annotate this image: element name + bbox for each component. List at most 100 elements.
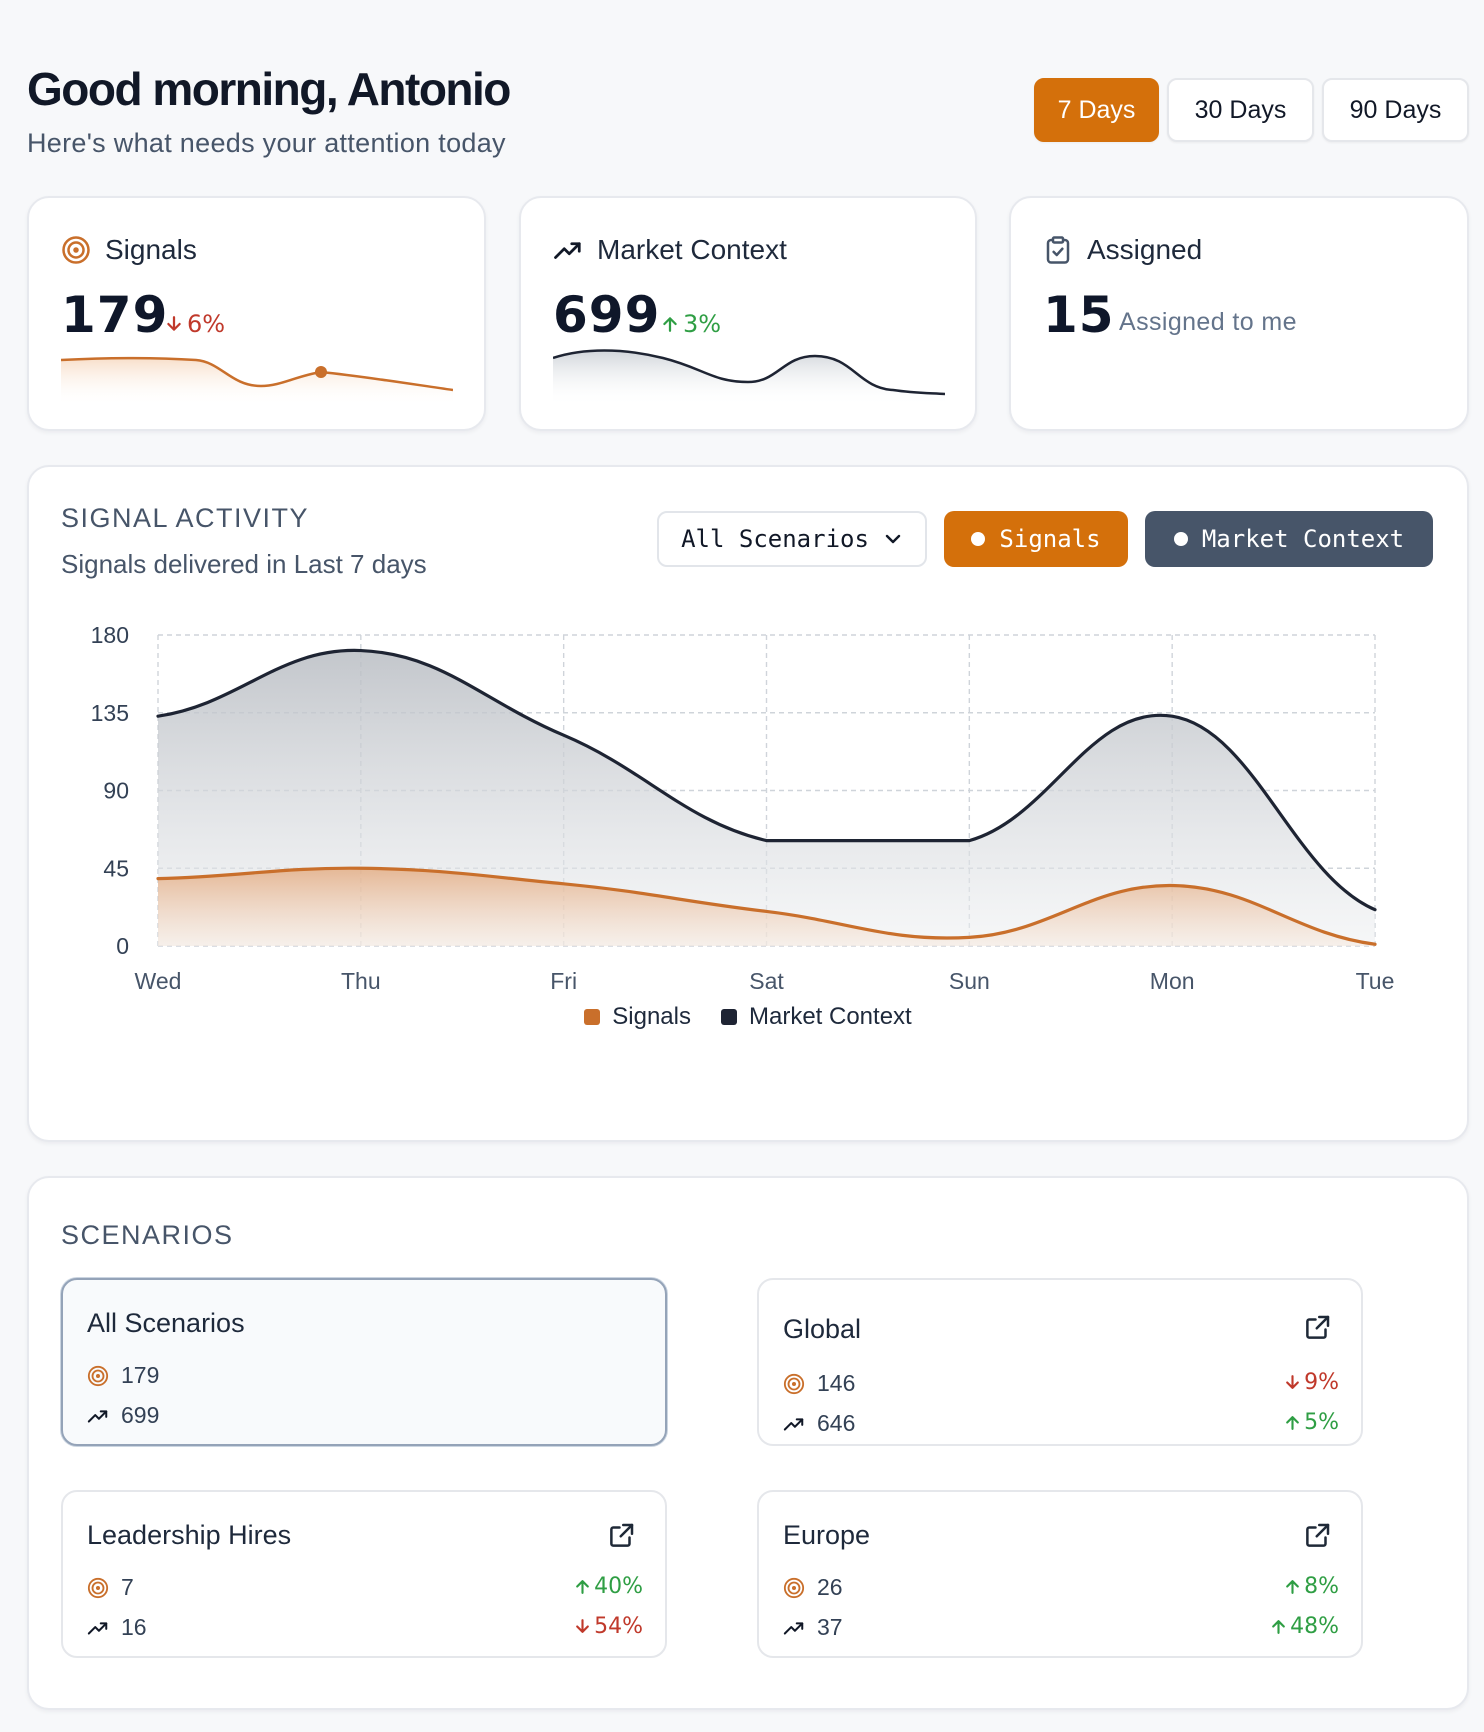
scenario-signals-row: 179 <box>87 1362 159 1389</box>
scenarios-title: SCENARIOS <box>61 1220 234 1250</box>
arrow-up-icon <box>1284 1414 1301 1431</box>
scenario-signals-count: 7 <box>121 1574 134 1600</box>
trend-up-icon <box>87 1617 109 1639</box>
trend-up-icon <box>783 1413 805 1435</box>
trend-up-icon <box>553 235 583 265</box>
scenario-market-row: 646 <box>783 1410 855 1437</box>
scenarios-card: SCENARIOS All Scenarios 179 699 Global 1… <box>27 1176 1469 1710</box>
scenario-signals-count: 146 <box>817 1370 856 1396</box>
market-sparkline <box>553 349 945 406</box>
market-stat-delta-value: 3% <box>683 310 722 338</box>
y-tick-label: 45 <box>103 855 129 881</box>
assigned-stat-value: 15 <box>1043 286 1115 344</box>
scenario-signals-delta-value: 40% <box>594 1574 643 1599</box>
scenario-signals-delta: 9% <box>1284 1370 1339 1395</box>
signals-stat-delta: 6% <box>165 310 225 338</box>
arrow-up-icon <box>1270 1618 1287 1635</box>
x-tick-label: Tue <box>1356 968 1395 994</box>
trend-up-icon <box>783 1617 805 1639</box>
arrow-down-icon <box>574 1618 591 1635</box>
signals-stat-card[interactable]: Signals 179 6% <box>27 196 486 431</box>
scenario-name: Europe <box>783 1520 871 1550</box>
target-icon <box>783 1373 805 1395</box>
scenario-market-row: 37 <box>783 1614 843 1641</box>
external-link-icon[interactable] <box>1303 1520 1333 1550</box>
scenario-card-all[interactable]: All Scenarios 179 699 <box>61 1278 667 1446</box>
signals-stat-delta-value: 6% <box>187 310 226 338</box>
range-90-days-button[interactable]: 90 Days <box>1322 78 1469 142</box>
scenario-signals-delta: 40% <box>574 1574 643 1599</box>
market-toggle-button[interactable]: Market Context <box>1145 511 1433 567</box>
target-icon <box>61 235 91 265</box>
scenario-signals-delta-value: 8% <box>1304 1574 1339 1599</box>
assigned-stat-card[interactable]: Assigned 15 Assigned to me <box>1009 196 1469 431</box>
arrow-down-icon <box>1284 1374 1301 1391</box>
legend-label-market: Market Context <box>748 1003 912 1030</box>
sparkline-marker <box>315 366 327 378</box>
signals-sparkline <box>61 356 453 406</box>
range-7-days-button[interactable]: 7 Days <box>1034 78 1159 142</box>
range-30-days-button[interactable]: 30 Days <box>1167 78 1314 142</box>
scenario-market-delta-value: 48% <box>1290 1614 1339 1639</box>
market-stat-header: Market Context <box>553 234 787 266</box>
target-icon <box>87 1365 109 1387</box>
legend-swatch-signals <box>584 1009 601 1025</box>
assigned-stat-header: Assigned <box>1043 234 1202 266</box>
scenario-market-row: 16 <box>87 1614 147 1641</box>
scenario-name: All Scenarios <box>87 1308 245 1338</box>
x-tick-label: Mon <box>1150 968 1195 994</box>
target-icon <box>87 1577 109 1599</box>
signal-activity-subtitle: Signals delivered in Last 7 days <box>61 549 427 579</box>
scenario-market-delta-value: 54% <box>594 1614 643 1639</box>
scenario-filter-label: All Scenarios <box>681 525 869 553</box>
signal-activity-card: SIGNAL ACTIVITY Signals delivered in Las… <box>27 465 1469 1142</box>
greeting-title: Good morning, Antonio <box>27 63 511 115</box>
trend-up-icon <box>87 1405 109 1427</box>
x-tick-label: Fri <box>550 968 577 994</box>
assigned-stat-title: Assigned <box>1087 234 1203 265</box>
legend-item-signals[interactable]: Signals <box>584 1003 691 1031</box>
y-tick-label: 135 <box>91 700 129 726</box>
signals-toggle-button[interactable]: Signals <box>944 511 1128 567</box>
x-tick-label: Sat <box>749 968 784 994</box>
scenario-signals-count: 179 <box>121 1362 160 1388</box>
scenario-signals-row: 7 <box>87 1574 134 1601</box>
scenario-market-delta: 5% <box>1284 1410 1339 1435</box>
market-toggle-label: Market Context <box>1201 525 1405 553</box>
signals-stat-header: Signals <box>61 234 197 266</box>
signals-stat-value: 179 <box>61 286 169 344</box>
x-tick-label: Sun <box>949 968 990 994</box>
scenario-signals-delta-value: 9% <box>1304 1370 1339 1395</box>
signal-activity-title: SIGNAL ACTIVITY <box>61 503 310 533</box>
greeting-subtitle: Here's what needs your attention today <box>27 128 506 158</box>
assigned-stat-note: Assigned to me <box>1119 308 1297 336</box>
external-link-icon[interactable] <box>1303 1312 1333 1342</box>
external-link-icon[interactable] <box>607 1520 637 1550</box>
arrow-down-icon <box>165 315 183 333</box>
scenario-market-count: 646 <box>817 1410 856 1436</box>
scenario-card-leadership-hires[interactable]: Leadership Hires 7 16 40% 54% <box>61 1490 667 1658</box>
scenario-market-delta: 48% <box>1270 1614 1339 1639</box>
y-tick-label: 180 <box>91 622 129 648</box>
arrow-up-icon <box>574 1578 591 1595</box>
arrow-up-icon <box>1284 1578 1301 1595</box>
scenario-name: Leadership Hires <box>87 1520 292 1550</box>
y-tick-label: 0 <box>116 933 129 959</box>
legend-swatch-market <box>720 1009 737 1025</box>
scenario-card-europe[interactable]: Europe 26 37 8% 48% <box>757 1490 1363 1658</box>
scenario-filter-dropdown[interactable]: All Scenarios <box>657 511 927 567</box>
scenario-card-global[interactable]: Global 146 646 9% 5% <box>757 1278 1363 1446</box>
x-tick-label: Thu <box>341 968 381 994</box>
signals-toggle-dot <box>971 532 986 546</box>
scenario-market-row: 699 <box>87 1402 159 1429</box>
scenario-signals-count: 26 <box>817 1574 843 1600</box>
arrow-up-icon <box>661 315 679 333</box>
scenario-signals-row: 26 <box>783 1574 843 1601</box>
chevron-down-icon <box>885 534 901 544</box>
scenario-market-count: 16 <box>121 1614 147 1640</box>
scenario-market-count: 699 <box>121 1402 160 1428</box>
legend-item-market[interactable]: Market Context <box>720 1003 912 1031</box>
market-stat-card[interactable]: Market Context 699 3% <box>519 196 977 431</box>
legend-label-signals: Signals <box>612 1003 691 1030</box>
